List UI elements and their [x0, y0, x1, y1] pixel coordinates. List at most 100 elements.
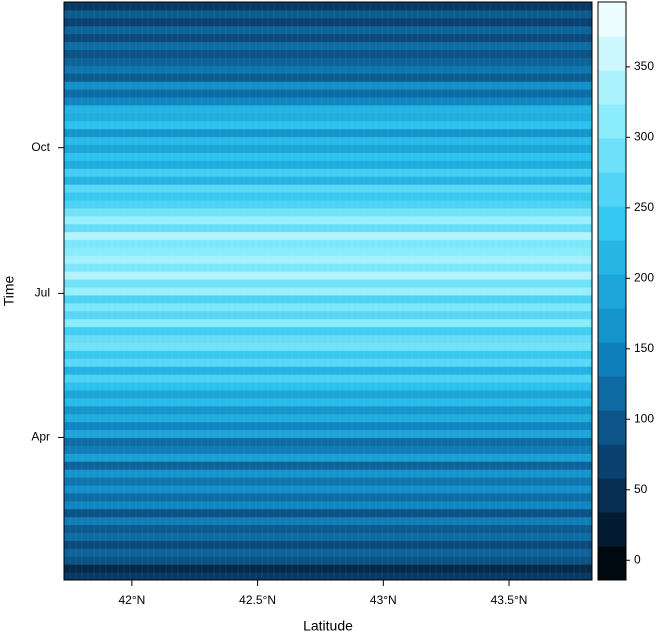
- heat-row: [64, 405, 592, 415]
- heat-row: [64, 374, 592, 383]
- heat-row: [64, 33, 592, 43]
- colorbar-cell: [598, 376, 626, 411]
- heat-row: [64, 548, 592, 557]
- heat-row: [64, 279, 592, 288]
- heat-row: [64, 492, 592, 502]
- heat-row: [64, 477, 592, 486]
- heat-row: [64, 453, 592, 462]
- colorbar-cell: [598, 206, 626, 241]
- heat-row: [64, 437, 592, 446]
- heat-row: [64, 81, 592, 90]
- heat-row: [64, 176, 592, 185]
- heat-row: [64, 112, 592, 122]
- heat-row: [64, 263, 592, 272]
- heat-row: [64, 397, 592, 407]
- heat-row: [64, 516, 592, 526]
- heat-row: [64, 239, 592, 248]
- heat-row: [64, 41, 592, 51]
- x-tick-label: 42.5°N: [239, 593, 276, 607]
- colorbar-cell: [598, 444, 626, 479]
- colorbar-tick-label: 0: [634, 552, 641, 566]
- heat-row: [64, 144, 592, 153]
- heat-row: [64, 136, 592, 146]
- colorbar-tick-label: 150: [634, 341, 654, 355]
- colorbar-cell: [598, 410, 626, 445]
- heat-row: [64, 97, 592, 106]
- heat-row: [64, 223, 592, 233]
- heat-row: [64, 326, 592, 336]
- colorbar-tick-label: 300: [634, 130, 654, 144]
- heat-row: [64, 524, 592, 533]
- heat-row: [64, 532, 592, 541]
- colorbar-tick-label: 50: [634, 482, 648, 496]
- heat-row: [64, 17, 592, 27]
- heat-row: [64, 207, 592, 217]
- heat-row: [64, 104, 592, 114]
- colorbar-tick-label: 250: [634, 200, 654, 214]
- x-axis-label: Latitude: [303, 618, 353, 634]
- heat-row: [64, 342, 592, 351]
- colorbar-cell: [598, 478, 626, 513]
- heat-row: [64, 65, 592, 74]
- y-axis-label: Time: [1, 275, 17, 306]
- y-tick-label: Oct: [31, 140, 50, 154]
- heat-row: [64, 247, 592, 256]
- heat-row: [64, 152, 592, 161]
- colorbar-cell: [598, 104, 626, 139]
- heat-row: [64, 310, 592, 320]
- heat-row: [64, 271, 592, 280]
- x-tick-label: 43.5°N: [491, 593, 528, 607]
- heat-row: [64, 556, 592, 565]
- heat-row: [64, 192, 592, 201]
- heat-row: [64, 413, 592, 423]
- y-tick-label: Apr: [31, 430, 50, 444]
- heat-row: [64, 89, 592, 98]
- colorbar-cell: [598, 308, 626, 343]
- heat-row: [64, 2, 592, 11]
- heat-row: [64, 302, 592, 312]
- colorbar-cell: [598, 2, 626, 37]
- heat-row: [64, 334, 592, 343]
- heat-row: [64, 287, 592, 296]
- heat-row: [64, 572, 592, 581]
- heat-row: [64, 508, 592, 518]
- heat-row: [64, 358, 592, 367]
- heat-row: [64, 73, 592, 82]
- colorbar-tick-label: 350: [634, 59, 654, 73]
- heat-row: [64, 57, 592, 66]
- colorbar-cell: [598, 274, 626, 309]
- colorbar-frame: [597, 1, 627, 581]
- colorbar-cell: [598, 172, 626, 207]
- heat-row: [64, 540, 592, 549]
- heat-row: [64, 469, 592, 478]
- heat-row: [64, 9, 592, 19]
- plot-frame: [63, 1, 593, 581]
- colorbar-cell: [598, 512, 626, 547]
- colorbar-tick-label: 100: [634, 411, 654, 425]
- heat-row: [64, 25, 592, 35]
- heat-row: [64, 160, 592, 169]
- heat-row: [64, 318, 592, 328]
- colorbar-cell: [598, 240, 626, 275]
- heat-row: [64, 421, 592, 431]
- heat-row: [64, 255, 592, 264]
- colorbar-cell: [598, 342, 626, 377]
- colorbar-cell: [598, 36, 626, 71]
- colorbar-cell: [598, 138, 626, 173]
- heat-row: [64, 215, 592, 225]
- heat-row: [64, 49, 592, 58]
- heat-row: [64, 350, 592, 359]
- colorbar-cell: [598, 546, 626, 581]
- x-tick-label: 43°N: [370, 593, 397, 607]
- heat-row: [64, 231, 592, 241]
- colorbar-cell: [598, 70, 626, 105]
- heat-row: [64, 564, 592, 573]
- heat-row: [64, 461, 592, 470]
- x-tick-label: 42°N: [118, 593, 145, 607]
- heat-row: [64, 184, 592, 193]
- heat-row: [64, 382, 592, 391]
- heat-row: [64, 366, 592, 375]
- heat-row: [64, 128, 592, 138]
